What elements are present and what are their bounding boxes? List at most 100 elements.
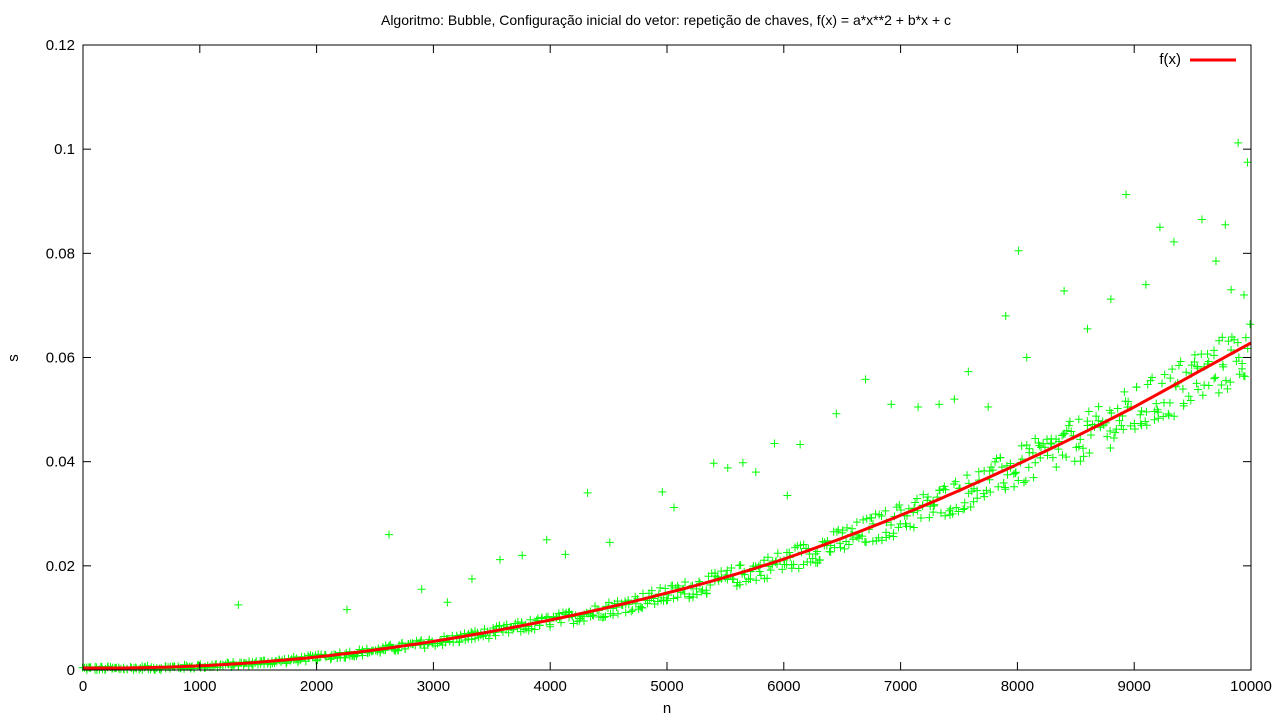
data-point: [1117, 421, 1126, 430]
data-point: [1003, 470, 1012, 479]
data-point: [844, 540, 853, 549]
x-tick-label: 7000: [884, 678, 917, 695]
outlier-point: [861, 375, 870, 384]
data-point: [951, 477, 960, 486]
data-point: [929, 508, 938, 517]
data-point: [946, 504, 955, 513]
data-point: [980, 492, 989, 501]
data-point: [849, 535, 858, 544]
data-point: [1106, 443, 1115, 452]
data-point: [970, 484, 979, 493]
data-point: [1031, 458, 1040, 467]
outlier-point: [658, 487, 667, 496]
outlier-point: [385, 530, 394, 539]
outlier-point: [670, 503, 679, 512]
data-point: [773, 549, 782, 558]
data-point: [1224, 337, 1233, 346]
outlier-point: [770, 439, 779, 448]
data-point: [735, 561, 744, 570]
data-point: [589, 611, 598, 620]
data-point: [836, 543, 845, 552]
data-point: [1166, 374, 1175, 383]
data-point: [1074, 442, 1083, 451]
outlier-point: [738, 458, 747, 467]
outlier-point: [783, 491, 792, 500]
x-tick-label: 8000: [1001, 678, 1034, 695]
data-point: [1184, 392, 1193, 401]
fit-line: [82, 341, 1252, 670]
data-point: [1246, 320, 1255, 329]
outlier-point: [1221, 220, 1230, 229]
data-point: [1130, 424, 1139, 433]
outlier-point: [1190, 350, 1199, 359]
data-point: [471, 634, 480, 643]
data-point: [1109, 434, 1118, 443]
data-point: [1115, 416, 1124, 425]
outlier-point: [583, 488, 592, 497]
data-point: [1029, 473, 1038, 482]
data-point: [1192, 379, 1201, 388]
data-point: [702, 586, 711, 595]
data-point: [1142, 407, 1151, 416]
data-point: [895, 501, 904, 510]
y-tick-label: 0.12: [46, 37, 75, 54]
data-point: [621, 608, 630, 617]
data-point: [1039, 439, 1048, 448]
data-point: [591, 601, 600, 610]
data-point: [1210, 374, 1219, 383]
data-point: [906, 522, 915, 531]
data-point: [985, 467, 994, 476]
data-point: [530, 625, 539, 634]
outlier-point: [1169, 237, 1178, 246]
data-point: [1062, 426, 1071, 435]
data-point: [885, 531, 894, 540]
data-point: [663, 596, 672, 605]
data-point: [653, 597, 662, 606]
outlier-point: [832, 409, 841, 418]
data-point: [757, 571, 766, 580]
outlier-point: [518, 551, 527, 560]
data-point: [936, 508, 945, 517]
data-point: [673, 593, 682, 602]
data-point: [627, 607, 636, 616]
data-point: [1223, 384, 1232, 393]
data-point: [911, 498, 920, 507]
data-point: [867, 513, 876, 522]
data-point: [877, 512, 886, 521]
x-tick-label: 1000: [183, 678, 216, 695]
data-point: [1119, 425, 1128, 434]
x-tick-label: 3000: [417, 678, 450, 695]
data-point: [1079, 452, 1088, 461]
outlier-point: [443, 598, 452, 607]
data-point: [862, 514, 871, 523]
x-tick-label: 4000: [534, 678, 567, 695]
outlier-point: [542, 535, 551, 544]
data-point: [941, 511, 950, 520]
data-point: [565, 607, 574, 616]
data-point: [1011, 468, 1020, 477]
data-point: [1043, 451, 1052, 460]
outlier-point: [561, 550, 570, 559]
data-point: [785, 548, 794, 557]
data-point: [1058, 451, 1067, 460]
data-point: [1174, 361, 1183, 370]
data-point: [1001, 483, 1010, 492]
outlier-point: [950, 395, 959, 404]
outlier-point: [1234, 138, 1243, 147]
data-point: [871, 509, 880, 518]
data-point: [1198, 391, 1207, 400]
outlier-point: [1106, 295, 1115, 304]
data-point: [986, 488, 995, 497]
data-point: [766, 566, 775, 575]
data-point: [859, 515, 868, 524]
data-point: [974, 467, 983, 476]
data-point: [1014, 476, 1023, 485]
data-point: [1113, 404, 1122, 413]
data-point: [717, 567, 726, 576]
data-point: [1241, 333, 1250, 342]
data-point: [1067, 427, 1076, 436]
data-point: [763, 574, 772, 583]
data-point: [628, 606, 637, 615]
y-tick-label: 0.1: [54, 141, 75, 158]
